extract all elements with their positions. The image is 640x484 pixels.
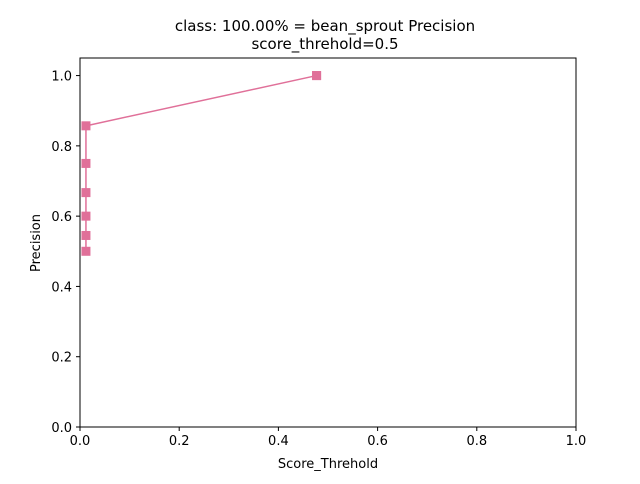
x-tick-label: 0.6 [367, 434, 388, 449]
y-tick-label: 0.6 [51, 210, 72, 225]
y-tick-label: 0.2 [51, 351, 72, 366]
data-point-marker [81, 230, 91, 240]
data-point-marker [312, 71, 322, 81]
data-point-marker [81, 211, 91, 221]
chart-title: class: 100.00% = bean_sprout Precision [175, 17, 475, 36]
data-point-marker [81, 188, 91, 198]
y-tick-label: 0.0 [51, 421, 72, 436]
chart-subtitle: score_threhold=0.5 [251, 35, 398, 54]
data-point-marker [81, 246, 91, 256]
y-axis-label: Precision [29, 214, 44, 272]
x-tick-label: 1.0 [566, 434, 587, 449]
x-tick-label: 0.8 [466, 434, 487, 449]
plot-frame [79, 57, 577, 428]
y-tick-label: 0.4 [51, 280, 72, 295]
plot-area: 0.0 0.2 0.4 0.6 0.8 1.0 0.0 0.2 0.4 0.6 0.8 1.0 [51, 57, 587, 449]
y-tick-label: 0.8 [51, 140, 72, 155]
data-point-marker [81, 121, 91, 131]
y-tick-label: 1.0 [51, 70, 72, 85]
x-tick-label: 0.4 [268, 434, 289, 449]
x-axis-label: Score_Threhold [278, 457, 378, 472]
x-tick-label: 0.2 [169, 434, 190, 449]
x-tick-label: 0.0 [70, 434, 91, 449]
data-point-marker [81, 158, 91, 168]
